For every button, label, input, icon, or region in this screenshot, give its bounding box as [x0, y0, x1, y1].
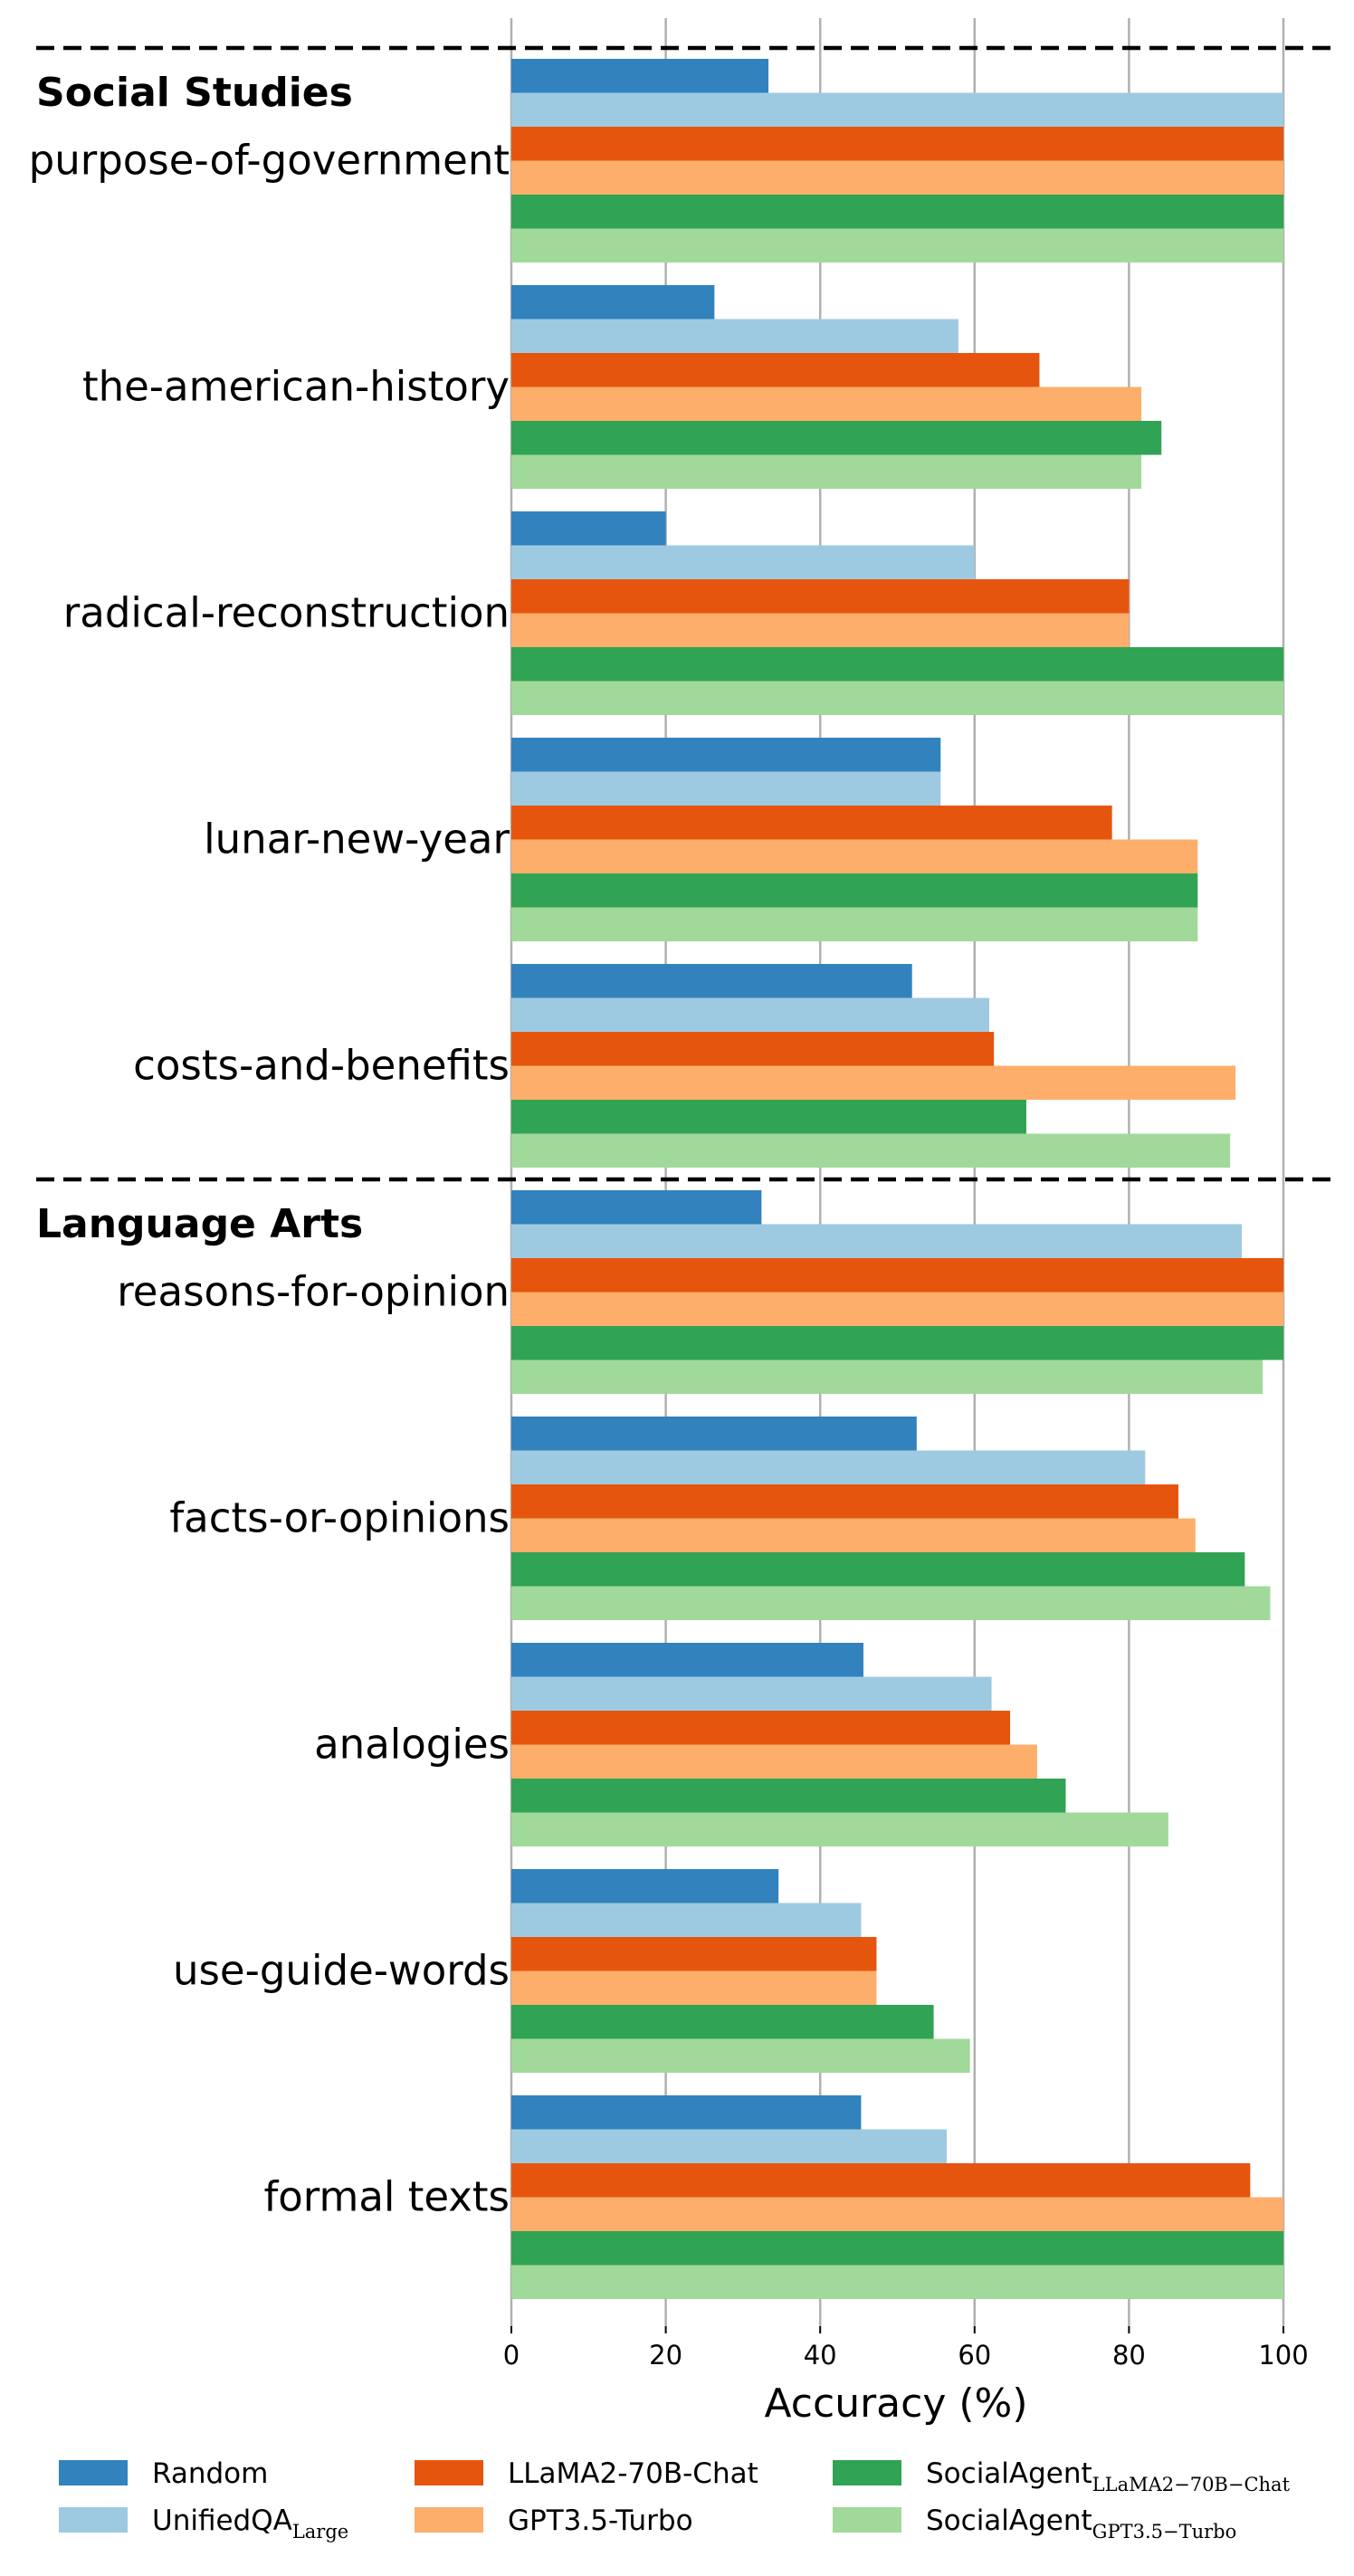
- bar: [511, 1970, 877, 2005]
- bar: [511, 2095, 862, 2130]
- section-title: Social Studies: [36, 70, 353, 116]
- category-label: purpose-of-government: [29, 137, 510, 185]
- bar: [511, 2129, 948, 2163]
- bar: [511, 2005, 934, 2039]
- x-tick-label: 100: [1258, 2340, 1308, 2371]
- bar: [511, 1258, 1283, 1293]
- bar: [511, 738, 941, 772]
- x-tick-label: 40: [804, 2340, 837, 2371]
- legend-label: SocialAgentGPT3.5−Turbo: [926, 2504, 1236, 2543]
- category-label: analogies: [314, 1721, 510, 1769]
- legend-label: LLaMA2-70B-Chat: [508, 2457, 758, 2490]
- bar: [511, 2265, 1283, 2299]
- bar: [511, 579, 1130, 614]
- bar: [511, 1744, 1037, 1779]
- x-axis-title: Accuracy (%): [764, 2380, 1027, 2427]
- category-labels: Social Studies purpose-of-government the-a…: [29, 70, 510, 2221]
- bar: [511, 1552, 1245, 1587]
- category-label: reasons-for-opinion: [117, 1268, 510, 1316]
- bar: [511, 421, 1162, 455]
- bar: [511, 1586, 1271, 1620]
- bar: [511, 1779, 1066, 1813]
- bar: [511, 1417, 917, 1451]
- bar: [511, 1518, 1196, 1552]
- bar: [511, 873, 1198, 908]
- bar: [511, 2038, 970, 2073]
- bar: [511, 228, 1283, 262]
- category-label: facts-or-opinions: [169, 1494, 510, 1542]
- legend: Random UnifiedQALarge LLaMA2-70B-Chat GPT3.…: [59, 2457, 1291, 2543]
- bar: [511, 511, 666, 546]
- bar: [511, 1100, 1026, 1134]
- bar: [511, 1292, 1283, 1326]
- bar: [511, 839, 1198, 873]
- bar: [511, 681, 1283, 715]
- bar: [511, 59, 769, 93]
- bar: [511, 1643, 863, 1677]
- category-label: formal texts: [263, 2173, 510, 2221]
- bar: [511, 806, 1112, 840]
- bar: [511, 545, 975, 579]
- legend-swatch: [415, 2507, 483, 2533]
- bar: [511, 92, 1283, 127]
- legend-swatch: [59, 2460, 128, 2485]
- bar: [511, 1676, 992, 1711]
- x-tick-label: 0: [503, 2340, 520, 2371]
- x-tick-label: 60: [958, 2340, 991, 2371]
- legend-label: GPT3.5-Turbo: [508, 2504, 693, 2537]
- legend-swatch: [415, 2460, 483, 2485]
- bar: [511, 127, 1283, 161]
- bar: [511, 1065, 1236, 1100]
- bar: [511, 160, 1283, 195]
- bar: [511, 2197, 1283, 2231]
- bar: [511, 1224, 1242, 1258]
- section-title: Language Arts: [36, 1201, 363, 1247]
- bar: [511, 1937, 877, 1971]
- category-label: lunar-new-year: [204, 816, 510, 863]
- bar: [511, 319, 958, 353]
- bar: [511, 1190, 762, 1225]
- category-label: use-guide-words: [173, 1947, 510, 1995]
- bar: [511, 1450, 1146, 1484]
- x-tick-label: 20: [649, 2340, 682, 2371]
- bar: [511, 195, 1283, 229]
- bar: [511, 997, 990, 1032]
- bar: [511, 771, 941, 806]
- bar: [511, 1711, 1011, 1745]
- bar: [511, 454, 1142, 489]
- legend-label: SocialAgentLLaMA2−70B−Chat: [926, 2457, 1291, 2495]
- bar: [511, 1326, 1283, 1360]
- bar: [511, 353, 1040, 387]
- legend-label: Random: [152, 2457, 268, 2490]
- bar: [511, 1903, 862, 1937]
- x-axis: Accuracy (%) 0 20 40 60 80 100: [503, 2326, 1309, 2427]
- bar: [511, 1133, 1231, 1168]
- category-label: costs-and-benefits: [133, 1042, 510, 1090]
- category-label: radical-reconstruction: [63, 589, 510, 637]
- legend-swatch: [833, 2460, 901, 2485]
- bar: [511, 1812, 1168, 1846]
- bar: [511, 2231, 1283, 2266]
- legend-label: UnifiedQALarge: [152, 2504, 348, 2543]
- bars: [511, 59, 1283, 2299]
- bar: [511, 386, 1142, 421]
- legend-swatch: [59, 2507, 128, 2533]
- legend-swatch: [833, 2507, 901, 2533]
- bar: [511, 647, 1283, 682]
- bar: [511, 1869, 779, 1903]
- bar: [511, 2163, 1251, 2198]
- x-tick-label: 80: [1112, 2340, 1146, 2371]
- bar: [511, 964, 912, 998]
- bar: [511, 285, 715, 320]
- category-label: the-american-history: [82, 363, 510, 411]
- bar: [511, 1032, 995, 1066]
- bar: [511, 613, 1130, 647]
- bar: [511, 1360, 1263, 1394]
- bar: [511, 1484, 1178, 1519]
- bar: [511, 907, 1198, 941]
